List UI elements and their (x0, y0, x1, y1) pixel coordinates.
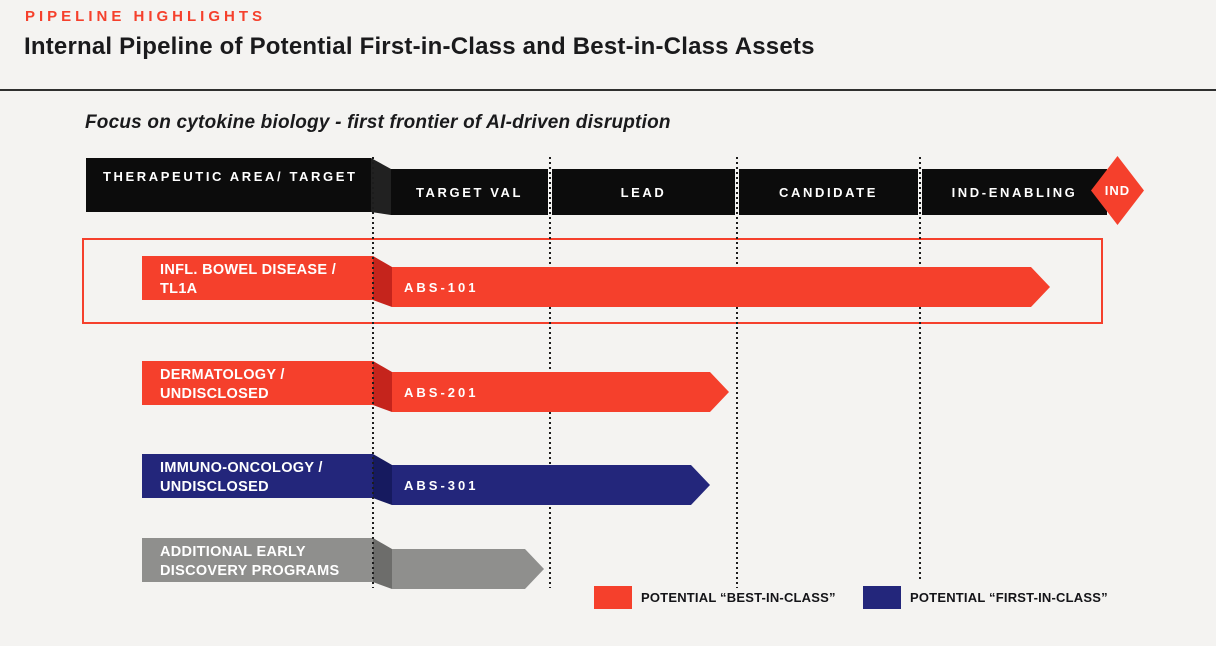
pipeline-row-abs-301: IMMUNO-ONCOLOGY / UNDISCLOSED ABS-301 (0, 454, 1216, 506)
header-line2: TARGET (289, 169, 358, 184)
progress-arrow-abs-101: ABS-101 (392, 267, 1050, 307)
progress-arrow-abs-301: ABS-301 (392, 465, 710, 505)
column-header-therapeutic-area: THERAPEUTIC AREA/ TARGET (86, 158, 371, 212)
page-title: Internal Pipeline of Potential First-in-… (24, 33, 815, 60)
ribbon-fold (373, 454, 392, 505)
therapeutic-area-label: IMMUNO-ONCOLOGY / UNDISCLOSED (142, 454, 373, 498)
area-line1: DERMATOLOGY / (160, 367, 285, 383)
eyebrow-label: PIPELINE HIGHLIGHTS (25, 8, 267, 25)
stage-separator-line (919, 157, 921, 582)
legend-swatch-navy (863, 585, 901, 609)
header-ribbon-fold (371, 158, 391, 215)
legend-label: POTENTIAL “FIRST-IN-CLASS” (910, 589, 1108, 605)
pipeline-row-abs-201: DERMATOLOGY / UNDISCLOSED ABS-201 (0, 361, 1216, 413)
pipeline-row-discovery: ADDITIONAL EARLY DISCOVERY PROGRAMS (0, 538, 1216, 590)
asset-code: ABS-201 (404, 384, 479, 400)
stage-separator-line (372, 157, 374, 588)
lead-program-highlight-box (82, 238, 1103, 324)
progress-arrow-abs-201: ABS-201 (392, 372, 729, 412)
progress-arrow-discovery (392, 549, 544, 589)
title-divider (0, 89, 1216, 91)
area-line2: TL1A (160, 281, 198, 297)
area-line2: UNDISCLOSED (160, 386, 269, 402)
stage-header-target-val: TARGET VAL (391, 169, 548, 215)
ind-label: IND (1104, 183, 1131, 198)
stage-header-lead: LEAD (552, 169, 735, 215)
therapeutic-area-label: DERMATOLOGY / UNDISCLOSED (142, 361, 373, 405)
ribbon-fold (373, 256, 392, 307)
area-line1: INFL. BOWEL DISEASE / (160, 262, 337, 278)
asset-code: ABS-101 (404, 279, 479, 295)
header-line1: THERAPEUTIC AREA/ (103, 169, 284, 184)
stage-header-ind-enabling: IND-ENABLING (922, 169, 1107, 215)
stage-header-candidate: CANDIDATE (739, 169, 918, 215)
subtitle: Focus on cytokine biology - first fronti… (85, 112, 671, 133)
stage-separator-line (736, 157, 738, 588)
therapeutic-area-label: ADDITIONAL EARLY DISCOVERY PROGRAMS (142, 538, 373, 582)
area-line2: UNDISCLOSED (160, 479, 269, 495)
ribbon-fold (373, 361, 392, 412)
area-line1: ADDITIONAL EARLY (160, 544, 306, 560)
area-line1: IMMUNO-ONCOLOGY / (160, 460, 323, 476)
therapeutic-area-label: INFL. BOWEL DISEASE / TL1A (142, 256, 373, 300)
ribbon-fold (373, 538, 392, 589)
asset-code: ABS-301 (404, 477, 479, 493)
legend-swatch-red (594, 585, 632, 609)
legend-item-best-in-class: POTENTIAL “BEST-IN-CLASS” (594, 585, 836, 609)
legend-item-first-in-class: POTENTIAL “FIRST-IN-CLASS” (863, 585, 1108, 609)
area-line2: DISCOVERY PROGRAMS (160, 563, 340, 579)
legend-label: POTENTIAL “BEST-IN-CLASS” (641, 589, 836, 605)
pipeline-row-abs-101: INFL. BOWEL DISEASE / TL1A ABS-101 (0, 256, 1216, 308)
